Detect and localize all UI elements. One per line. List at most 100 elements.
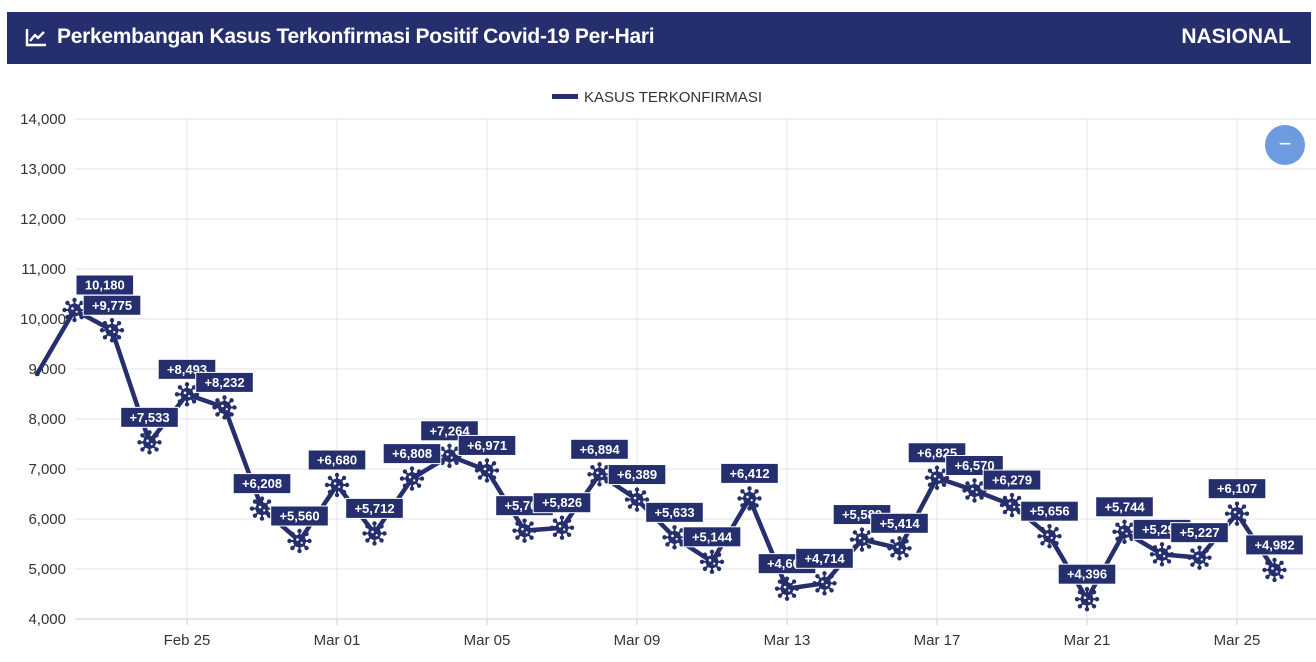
series-kasus-terkonfirmasi [34, 307, 1277, 602]
data-label: +5,826 [542, 495, 582, 510]
virus-marker-icon[interactable] [174, 382, 200, 407]
data-label-box [1057, 563, 1117, 585]
virus-marker-icon[interactable] [474, 458, 500, 483]
data-label-box [607, 464, 667, 486]
data-label-box [1095, 496, 1154, 518]
virus-marker-icon[interactable] [1224, 501, 1250, 526]
zoom-out-button[interactable]: − [1265, 125, 1305, 165]
chart-grid [75, 118, 1316, 620]
data-label: +5,144 [692, 529, 733, 544]
x-tick-label: Mar 13 [764, 632, 811, 649]
line-chart: 4,000 5,000 6,000 7,000 8,000 9,000 10,000 11,0… [20, 89, 1316, 649]
data-label: +4,396 [1067, 567, 1107, 582]
virus-marker-icon[interactable] [99, 318, 125, 343]
virus-marker-icon[interactable] [624, 487, 650, 512]
virus-marker-icon[interactable] [887, 536, 912, 561]
data-label-box [345, 497, 404, 519]
virus-marker-icon[interactable] [1112, 519, 1137, 544]
data-label-box [457, 434, 517, 456]
data-label: +6,894 [579, 442, 620, 457]
virus-marker-icon[interactable] [1037, 524, 1062, 549]
data-label-box [1207, 478, 1267, 500]
data-label: +6,389 [617, 467, 657, 482]
virus-marker-icon[interactable] [774, 576, 800, 601]
y-tick-label: 6,000 [28, 511, 66, 528]
x-tick-label: Mar 05 [464, 632, 511, 649]
data-markers [62, 297, 1287, 612]
series-line [34, 307, 1277, 602]
chart-legend[interactable]: KASUS TERKONFIRMASI [552, 89, 762, 106]
data-label-box [1020, 500, 1079, 522]
data-label: +5,227 [1179, 525, 1219, 540]
virus-marker-icon[interactable] [1187, 545, 1212, 570]
virus-marker-icon[interactable] [1149, 542, 1175, 567]
data-label-box [232, 473, 292, 495]
y-tick-label: 12,000 [20, 211, 66, 228]
data-label: +5,712 [354, 501, 394, 516]
chart-title: Perkembangan Kasus Terkonfirmasi Positif… [57, 25, 655, 48]
data-label: +7,264 [429, 423, 470, 438]
y-tick-label: 14,000 [20, 111, 66, 128]
virus-marker-icon[interactable] [437, 443, 462, 468]
virus-marker-icon[interactable] [549, 515, 575, 540]
y-tick-label: 4,000 [28, 611, 66, 628]
virus-marker-icon[interactable] [362, 521, 387, 546]
data-label: +4,714 [804, 551, 845, 566]
virus-marker-icon[interactable] [512, 518, 537, 543]
virus-marker-icon[interactable] [249, 496, 275, 521]
virus-marker-icon[interactable] [587, 462, 612, 487]
x-tick-label: Mar 01 [314, 632, 361, 649]
data-label: +6,279 [992, 473, 1032, 488]
virus-marker-icon[interactable] [1074, 587, 1100, 612]
data-label: +6,680 [317, 453, 357, 468]
data-label: +6,208 [242, 476, 282, 491]
data-label-box [982, 469, 1042, 491]
virus-marker-icon[interactable] [812, 571, 837, 596]
data-label-box [720, 462, 779, 484]
data-label: +7,533 [129, 410, 169, 425]
data-label-box [307, 449, 367, 471]
y-tick-label: 11,000 [21, 261, 66, 278]
virus-marker-icon[interactable] [737, 486, 762, 511]
virus-marker-icon[interactable] [212, 395, 237, 420]
data-label-box [270, 505, 329, 527]
data-label-box [82, 294, 142, 316]
x-tick-label: Feb 25 [164, 632, 211, 649]
y-tick-label: 5,000 [28, 561, 66, 578]
scope-label[interactable]: NASIONAL [1181, 25, 1291, 48]
virus-marker-icon[interactable] [699, 549, 725, 574]
data-label: +6,808 [392, 446, 432, 461]
data-label: +5,633 [654, 505, 694, 520]
x-tick-label: Mar 21 [1064, 632, 1111, 649]
data-label: 10,180 [85, 278, 125, 293]
data-label: +5,656 [1029, 504, 1069, 519]
virus-marker-icon[interactable] [399, 466, 425, 491]
virus-marker-icon[interactable] [924, 465, 950, 490]
data-label: +8,232 [204, 375, 244, 390]
virus-marker-icon[interactable] [999, 492, 1025, 518]
data-label-box [870, 512, 929, 534]
virus-marker-icon[interactable] [287, 528, 312, 554]
data-label: +6,570 [954, 458, 994, 473]
data-label: +5,744 [1104, 499, 1145, 514]
virus-marker-icon[interactable] [662, 525, 687, 550]
virus-marker-icon[interactable] [137, 430, 162, 455]
x-tick-label: Mar 25 [1214, 632, 1261, 649]
data-label-box [795, 547, 854, 569]
y-tick-label: 10,000 [20, 311, 66, 328]
y-tick-label: 7,000 [28, 461, 66, 478]
virus-marker-icon[interactable] [849, 527, 875, 552]
data-label-box [645, 501, 704, 523]
x-tick-label: Mar 09 [614, 632, 661, 649]
virus-marker-icon[interactable] [1262, 557, 1287, 583]
data-label-box [195, 371, 254, 393]
data-label-box [1245, 534, 1304, 556]
virus-marker-icon[interactable] [324, 472, 350, 498]
data-label-box [532, 492, 592, 514]
data-label: +9,775 [92, 298, 132, 313]
legend-swatch [552, 94, 578, 99]
x-tick-label: Mar 17 [914, 632, 961, 649]
data-label-box [682, 526, 742, 548]
data-label-box [120, 406, 179, 428]
data-label: +4,982 [1254, 537, 1294, 552]
